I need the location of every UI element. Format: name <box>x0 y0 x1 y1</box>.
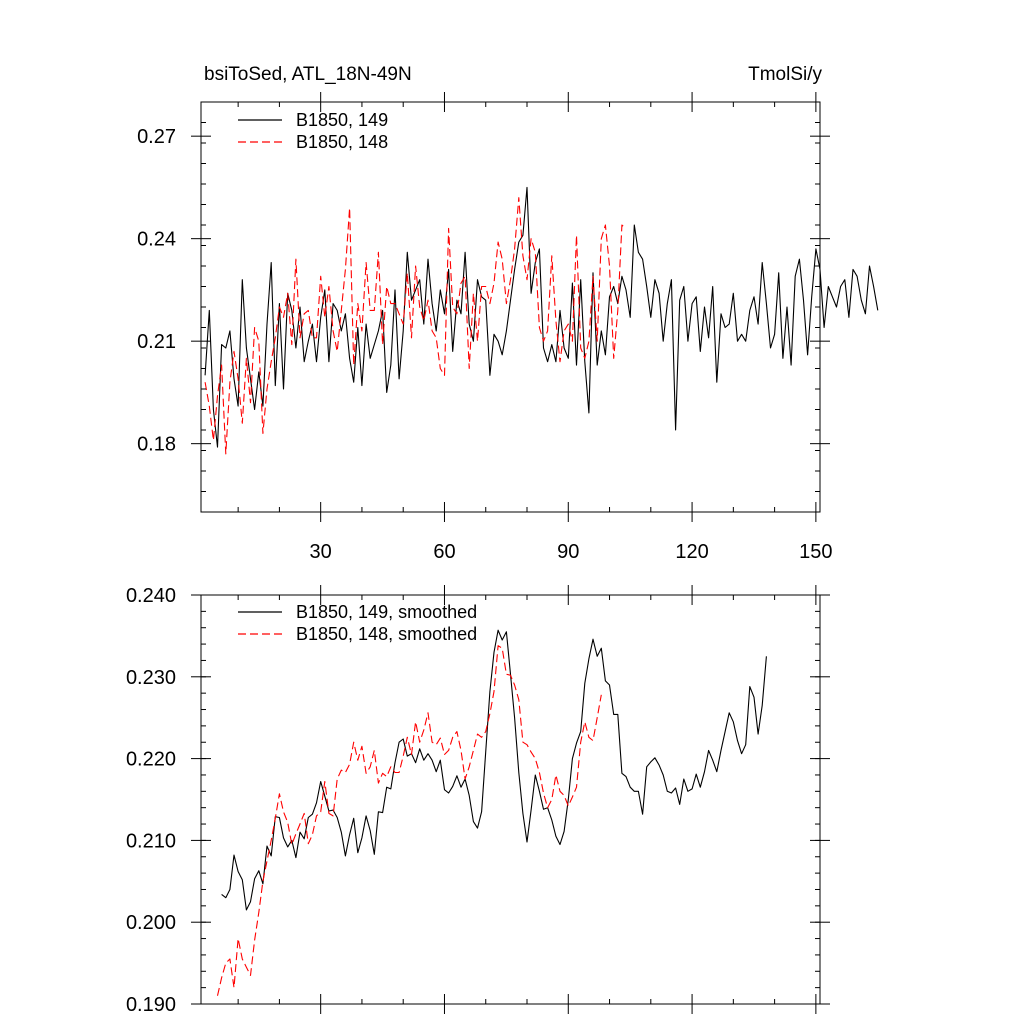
panel1-xtick-label-120: 120 <box>675 541 708 563</box>
panel-1: 30 60 90 120 150 0.18 0.21 0.24 0.27 B1850, 149B1… <box>137 92 879 563</box>
panel2-legend-label-1: B1850, 149, smoothed <box>296 602 477 622</box>
panel2-series-2-line <box>216 645 602 996</box>
panel1-xtick-label-150: 150 <box>799 541 832 563</box>
panel2-ytick-label-3: 0.220 <box>126 749 176 771</box>
panel1-ytick-label-1: 0.21 <box>137 331 176 353</box>
panel-2: 0.190 0.200 0.210 0.220 0.230 0.240 B1850, 149… <box>126 585 830 1016</box>
panel1-xtick-label-60: 60 <box>433 541 455 563</box>
panel1-ytick-label-0: 0.18 <box>137 434 176 456</box>
panel1-xtick-label-90: 90 <box>557 541 579 563</box>
panel2-ytick-label-1: 0.200 <box>126 912 176 934</box>
panel1-xtick-label-30: 30 <box>310 541 332 563</box>
panel1-legend-label-1: B1850, 149 <box>296 110 388 130</box>
panel1-ytick-label-2: 0.24 <box>137 229 176 251</box>
panel2-ytick-label-4: 0.230 <box>126 667 176 689</box>
panel1-title-right: TmolSi/y <box>748 64 822 85</box>
panel1-legend-label-2: B1850, 148 <box>296 132 388 152</box>
panel2-ytick-label-0: 0.190 <box>126 994 176 1016</box>
panel1-ytick-label-3: 0.27 <box>137 126 176 148</box>
panel2-legend-label-2: B1850, 148, smoothed <box>296 624 477 644</box>
panel2-series-1-line <box>221 629 767 911</box>
panel2-frame <box>200 594 821 1005</box>
panel1-series-1-line <box>204 186 879 448</box>
panel1-title-left: bsiToSed, ATL_18N-49N <box>204 64 412 85</box>
panel2-ytick-label-2: 0.210 <box>126 830 176 852</box>
panel2-ytick-label-5: 0.240 <box>126 585 176 607</box>
panel1-series-2-line <box>204 197 627 455</box>
